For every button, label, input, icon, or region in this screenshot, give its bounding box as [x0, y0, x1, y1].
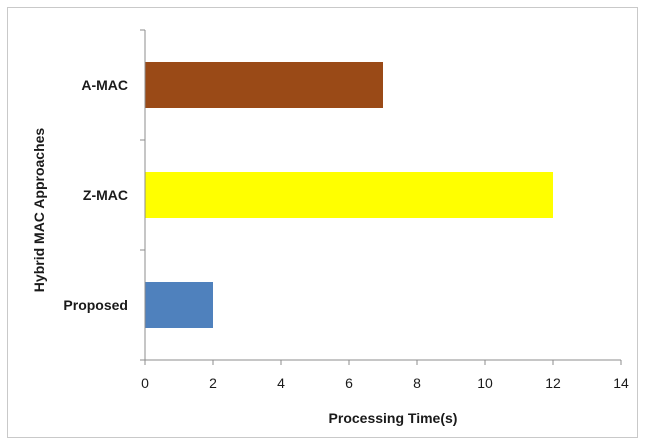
- category-label-z-mac: Z-MAC: [83, 187, 128, 203]
- category-label-a-mac: A-MAC: [81, 77, 128, 93]
- axes-group: [140, 29, 621, 361]
- x-tick-label: 0: [141, 375, 149, 391]
- x-tick-label: 4: [277, 375, 285, 391]
- x-tick-label: 8: [413, 375, 421, 391]
- x-tick-label: 10: [477, 375, 493, 391]
- x-tick-label: 2: [209, 375, 217, 391]
- y-axis-title: Hybrid MAC Approaches: [31, 128, 47, 293]
- bar-z-mac: [145, 172, 553, 218]
- category-labels-group: A-MAC Z-MAC Proposed: [63, 77, 128, 313]
- x-tick-label: 6: [345, 375, 353, 391]
- bar-proposed: [145, 282, 213, 328]
- x-ticks-group: 0 2 4 6 8 10 12 14: [141, 360, 629, 391]
- category-label-proposed: Proposed: [63, 297, 128, 313]
- x-axis-title: Processing Time(s): [329, 410, 458, 426]
- bars-group: [145, 62, 553, 328]
- x-tick-label: 12: [545, 375, 561, 391]
- x-tick-label: 14: [613, 375, 629, 391]
- bar-a-mac: [145, 62, 383, 108]
